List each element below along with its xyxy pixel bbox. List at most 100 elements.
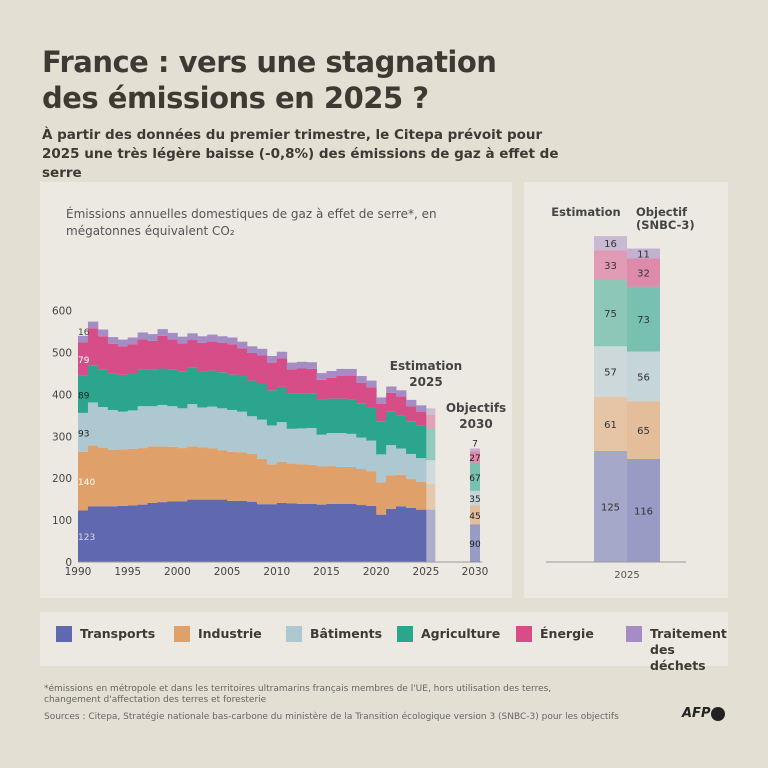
area-segment-agriculture-2004 <box>217 372 228 409</box>
area-segment-agriculture-2021 <box>386 411 397 446</box>
area-segment-bâtiments-1994 <box>117 411 129 450</box>
area-segment-bâtiments-1991 <box>87 402 99 446</box>
area-segment-industrie-2006 <box>237 452 248 501</box>
comparison-chart: 125 61 57 75 33 16 116 65 56 73 32 11 2025 Estimation… <box>546 205 695 581</box>
footnote: *émissions en métropole et dans les terr… <box>44 684 552 705</box>
y-tick-label: 500 <box>52 348 72 360</box>
area-segment-traitement-des-déchets-1993 <box>107 337 119 344</box>
area-segment-transports-2001 <box>187 499 198 562</box>
area-segment-agriculture-1994 <box>117 374 129 412</box>
x-tick-label: 2020 <box>363 566 390 578</box>
area-segment-traitement-des-déchets-2005 <box>227 337 238 345</box>
area-segment-industrie-2002 <box>197 447 208 500</box>
area-segment-bâtiments-2009 <box>266 425 278 465</box>
area-segment-transports-2004 <box>217 499 228 562</box>
area-segment-industrie-2024 <box>415 482 427 510</box>
area-segment-traitement-des-déchets-1999 <box>167 332 178 340</box>
area-segment-industrie-1991 <box>87 445 99 507</box>
legend-item: Traitement des déchets <box>626 626 730 674</box>
area-segment-transports-2002 <box>197 499 208 562</box>
area-segment-énergie-2001 <box>187 340 198 368</box>
area-segment-énergie-2020 <box>376 403 387 422</box>
area-segment-transports-2008 <box>256 504 268 562</box>
label-1990: 89 <box>78 391 90 401</box>
area-segment-industrie-2013 <box>306 464 317 504</box>
area-segment-bâtiments-2001 <box>187 404 198 447</box>
area-segment-énergie-2022 <box>396 396 407 416</box>
area-segment-industrie-2025 <box>425 484 436 510</box>
area-segment-transports-2020 <box>376 514 387 562</box>
area-segment-énergie-1993 <box>107 343 119 374</box>
area-segment-traitement-des-déchets-1990 <box>78 335 89 343</box>
area-segment-bâtiments-2013 <box>306 427 317 465</box>
legend-swatch <box>626 626 642 642</box>
objectives-2030-label: Objectifs <box>446 401 506 415</box>
bar-segment-énergie <box>627 258 660 287</box>
area-segment-bâtiments-2022 <box>396 448 407 475</box>
area-segment-bâtiments-2000 <box>177 408 188 449</box>
page-title: France : vers une stagnation des émissio… <box>42 45 497 115</box>
area-segment-transports-2000 <box>177 501 188 562</box>
area-segment-agriculture-1991 <box>87 365 99 403</box>
area-segment-transports-2015 <box>326 503 337 562</box>
bar-segment-industrie <box>627 401 660 459</box>
bar-segment-traitement-des-déchets <box>627 248 660 259</box>
area-segment-industrie-1998 <box>157 446 168 503</box>
legend-label: Transports <box>80 626 156 641</box>
area-segment-traitement-des-déchets-2002 <box>197 336 208 343</box>
area-segment-transports-2025 <box>425 509 436 562</box>
area-segment-énergie-2015 <box>326 377 337 399</box>
area-segment-bâtiments-2021 <box>386 445 397 476</box>
area-segment-énergie-2008 <box>256 355 268 384</box>
area-segment-industrie-2003 <box>207 448 218 500</box>
area-segment-agriculture-1990 <box>78 375 89 413</box>
area-segment-énergie-1995 <box>127 344 139 374</box>
x-tick-label: 2015 <box>313 566 340 578</box>
main-chart-panel: Émissions annuelles domestiques de gaz à… <box>40 182 512 598</box>
area-segment-bâtiments-2023 <box>406 453 417 480</box>
y-tick-label: 300 <box>52 431 72 443</box>
area-segment-bâtiments-1990 <box>78 412 89 452</box>
label-1990: 79 <box>78 356 90 366</box>
area-segment-énergie-2006 <box>237 348 248 377</box>
area-segment-industrie-2011 <box>286 463 298 504</box>
comparison-panel: 125 61 57 75 33 16 116 65 56 73 32 11 2025 Estimation… <box>524 182 728 598</box>
area-segment-énergie-2024 <box>415 411 427 426</box>
area-segment-énergie-2017 <box>346 375 357 400</box>
label-1990: 123 <box>78 533 95 543</box>
area-segment-industrie-2005 <box>227 451 238 501</box>
area-segment-énergie-2016 <box>336 375 347 399</box>
area-segment-énergie-2009 <box>266 362 278 391</box>
area-segment-traitement-des-déchets-2012 <box>296 361 308 369</box>
area-segment-énergie-2018 <box>356 382 367 404</box>
subtitle: À partir des données du premier trimestr… <box>42 127 559 181</box>
area-segment-énergie-2021 <box>386 392 397 412</box>
area-segment-transports-2011 <box>286 503 298 562</box>
legend-swatch <box>56 626 72 642</box>
logo-text: AFP <box>682 706 711 721</box>
area-segment-industrie-2021 <box>386 475 397 509</box>
x-tick-label: 2005 <box>214 566 241 578</box>
area-segment-transports-1999 <box>167 501 178 562</box>
area-segment-traitement-des-déchets-2006 <box>237 341 248 349</box>
area-segment-agriculture-2007 <box>246 380 258 417</box>
area-segment-traitement-des-déchets-2007 <box>246 346 258 354</box>
area-segment-traitement-des-déchets-2016 <box>336 368 347 376</box>
area-segment-agriculture-2013 <box>306 393 317 428</box>
area-segment-énergie-1996 <box>137 339 148 370</box>
bar-value-label: 57 <box>604 368 617 379</box>
area-segment-agriculture-1996 <box>137 369 148 407</box>
legend-label: Traitement des déchets <box>650 626 727 673</box>
area-segment-industrie-2008 <box>256 458 268 505</box>
area-segment-énergie-1994 <box>117 346 129 375</box>
bar-value-label: 11 <box>637 249 650 260</box>
objective-2030-segment <box>470 448 480 452</box>
area-segment-transports-2023 <box>406 507 417 562</box>
area-segment-industrie-2018 <box>356 469 367 506</box>
area-segment-agriculture-2014 <box>316 399 327 435</box>
area-segment-énergie-2025 <box>425 414 436 429</box>
bar-segment-agriculture <box>627 286 660 352</box>
area-segment-transports-2007 <box>246 501 258 562</box>
objectif-header-sub: (SNBC-3) <box>636 218 695 232</box>
area-segment-traitement-des-déchets-2010 <box>276 351 288 359</box>
